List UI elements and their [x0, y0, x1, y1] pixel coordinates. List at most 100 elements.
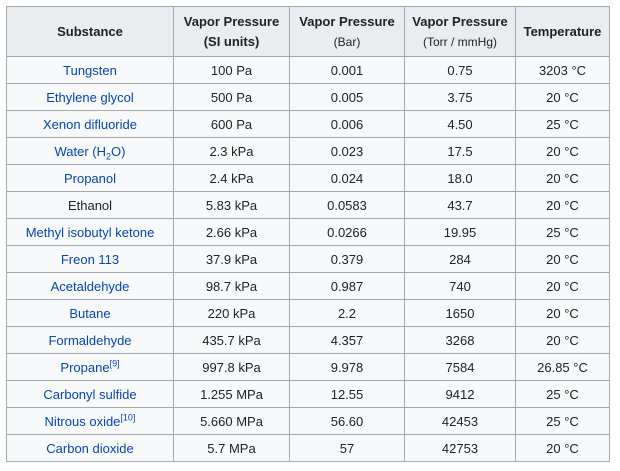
bar-cell: 0.987 — [289, 272, 405, 300]
substance-cell: Water (H2O) — [6, 137, 174, 165]
substance-cell: Tungsten — [6, 56, 174, 84]
substance-cell: Ethanol — [6, 191, 174, 219]
substance-link[interactable]: Butane — [69, 305, 111, 321]
torr-cell: 43.7 — [404, 191, 516, 219]
substance-link[interactable]: Water (H2O) — [54, 143, 126, 161]
table-row: Ethylene glycol 500 Pa 0.005 3.75 20 °C — [6, 83, 610, 111]
table-row: Nitrous oxide[10] 5.660 MPa 56.60 42453 … — [6, 407, 610, 435]
bar-cell: 0.024 — [289, 164, 405, 192]
torr-cell: 19.95 — [404, 218, 516, 246]
substance-link[interactable]: Nitrous oxide — [44, 413, 121, 429]
header-substance[interactable]: Substance — [6, 6, 174, 57]
citation-ref: [9] — [110, 358, 120, 368]
table-row: Propane[9] 997.8 kPa 9.978 7584 26.85 °C — [6, 353, 610, 381]
substance-cell: Xenon difluoride — [6, 110, 174, 138]
torr-cell: 740 — [404, 272, 516, 300]
temperature-cell: 25 °C — [515, 110, 610, 138]
bar-cell: 0.006 — [289, 110, 405, 138]
table-row: Formaldehyde 435.7 kPa 4.357 3268 20 °C — [6, 326, 610, 354]
header-torr-line2: (Torr / mmHg) — [423, 34, 497, 49]
vapor-pressure-table: Substance Vapor Pressure (SI units) Vapo… — [6, 6, 610, 462]
table-row: Propanol 2.4 kPa 0.024 18.0 20 °C — [6, 164, 610, 192]
bar-cell: 2.2 — [289, 299, 405, 327]
header-temperature[interactable]: Temperature — [515, 6, 610, 57]
si-cell: 600 Pa — [173, 110, 290, 138]
torr-cell: 284 — [404, 245, 516, 273]
substance-cell: Formaldehyde — [6, 326, 174, 354]
substance-link[interactable]: Methyl isobutyl ketone — [25, 224, 155, 240]
header-vapor-pressure-bar[interactable]: Vapor Pressure (Bar) — [289, 6, 405, 57]
header-temperature-label: Temperature — [523, 23, 602, 39]
temperature-cell: 20 °C — [515, 137, 610, 165]
substance-link[interactable]: Tungsten — [63, 62, 117, 78]
substance-link[interactable]: Carbonyl sulfide — [43, 386, 137, 402]
substance-link[interactable]: Ethylene glycol — [46, 89, 134, 105]
table-row: Water (H2O) 2.3 kPa 0.023 17.5 20 °C — [6, 137, 610, 165]
header-vapor-pressure-si[interactable]: Vapor Pressure (SI units) — [173, 6, 290, 57]
substance-text: Ethanol — [67, 197, 113, 213]
citation-link[interactable]: [9] — [109, 358, 120, 369]
si-cell: 435.7 kPa — [173, 326, 290, 354]
header-si-line2: (SI units) — [203, 33, 260, 49]
bar-cell: 12.55 — [289, 380, 405, 408]
substance-link[interactable]: Acetaldehyde — [50, 278, 130, 294]
substance-link-text: Water (H — [54, 143, 107, 159]
bar-cell: 56.60 — [289, 407, 405, 435]
si-cell: 5.83 kPa — [173, 191, 290, 219]
temperature-cell: 20 °C — [515, 434, 610, 462]
substance-link[interactable]: Freon 113 — [60, 251, 120, 267]
substance-link[interactable]: Formaldehyde — [48, 332, 132, 348]
substance-cell: Ethylene glycol — [6, 83, 174, 111]
substance-cell: Methyl isobutyl ketone — [6, 218, 174, 246]
citation-link[interactable]: [10] — [120, 412, 136, 423]
temperature-cell: 25 °C — [515, 407, 610, 435]
substance-link[interactable]: Propanol — [63, 170, 117, 186]
substance-cell: Butane — [6, 299, 174, 327]
substance-link[interactable]: Carbon dioxide — [46, 440, 134, 456]
bar-cell: 0.001 — [289, 56, 405, 84]
header-vapor-pressure-torr[interactable]: Vapor Pressure (Torr / mmHg) — [404, 6, 516, 57]
header-bar-line1: Vapor Pressure — [299, 13, 395, 29]
si-cell: 2.3 kPa — [173, 137, 290, 165]
temperature-cell: 20 °C — [515, 164, 610, 192]
citation-ref: [10] — [120, 412, 135, 422]
substance-link[interactable]: Xenon difluoride — [43, 116, 137, 132]
torr-cell: 3.75 — [404, 83, 516, 111]
table-row: Carbonyl sulfide 1.255 MPa 12.55 9412 25… — [6, 380, 610, 408]
temperature-cell: 20 °C — [515, 83, 610, 111]
table-row: Xenon difluoride 600 Pa 0.006 4.50 25 °C — [6, 110, 610, 138]
si-cell: 100 Pa — [173, 56, 290, 84]
vapor-pressure-table-container: Substance Vapor Pressure (SI units) Vapo… — [6, 6, 610, 462]
substance-link[interactable]: Propane — [60, 359, 110, 375]
temperature-cell: 20 °C — [515, 299, 610, 327]
header-torr-line1: Vapor Pressure — [412, 13, 508, 29]
torr-cell: 18.0 — [404, 164, 516, 192]
torr-cell: 1650 — [404, 299, 516, 327]
table-row: Acetaldehyde 98.7 kPa 0.987 740 20 °C — [6, 272, 610, 300]
torr-cell: 42753 — [404, 434, 516, 462]
bar-cell: 4.357 — [289, 326, 405, 354]
bar-cell: 0.0266 — [289, 218, 405, 246]
bar-cell: 0.023 — [289, 137, 405, 165]
si-cell: 2.4 kPa — [173, 164, 290, 192]
header-si-line1: Vapor Pressure — [183, 13, 280, 29]
si-cell: 220 kPa — [173, 299, 290, 327]
torr-cell: 4.50 — [404, 110, 516, 138]
table-row: Carbon dioxide 5.7 MPa 57 42753 20 °C — [6, 434, 610, 462]
si-cell: 1.255 MPa — [173, 380, 290, 408]
substance-cell: Carbon dioxide — [6, 434, 174, 462]
torr-cell: 0.75 — [404, 56, 516, 84]
substance-cell: Propane[9] — [6, 353, 174, 381]
bar-cell: 0.0583 — [289, 191, 405, 219]
table-row: Methyl isobutyl ketone 2.66 kPa 0.0266 1… — [6, 218, 610, 246]
si-cell: 500 Pa — [173, 83, 290, 111]
temperature-cell: 26.85 °C — [515, 353, 610, 381]
substance-cell: Freon 113 — [6, 245, 174, 273]
temperature-cell: 20 °C — [515, 245, 610, 273]
bar-cell: 0.005 — [289, 83, 405, 111]
torr-cell: 42453 — [404, 407, 516, 435]
table-row: Ethanol 5.83 kPa 0.0583 43.7 20 °C — [6, 191, 610, 219]
torr-cell: 7584 — [404, 353, 516, 381]
table-header-row: Substance Vapor Pressure (SI units) Vapo… — [6, 6, 610, 57]
bar-cell: 0.379 — [289, 245, 405, 273]
